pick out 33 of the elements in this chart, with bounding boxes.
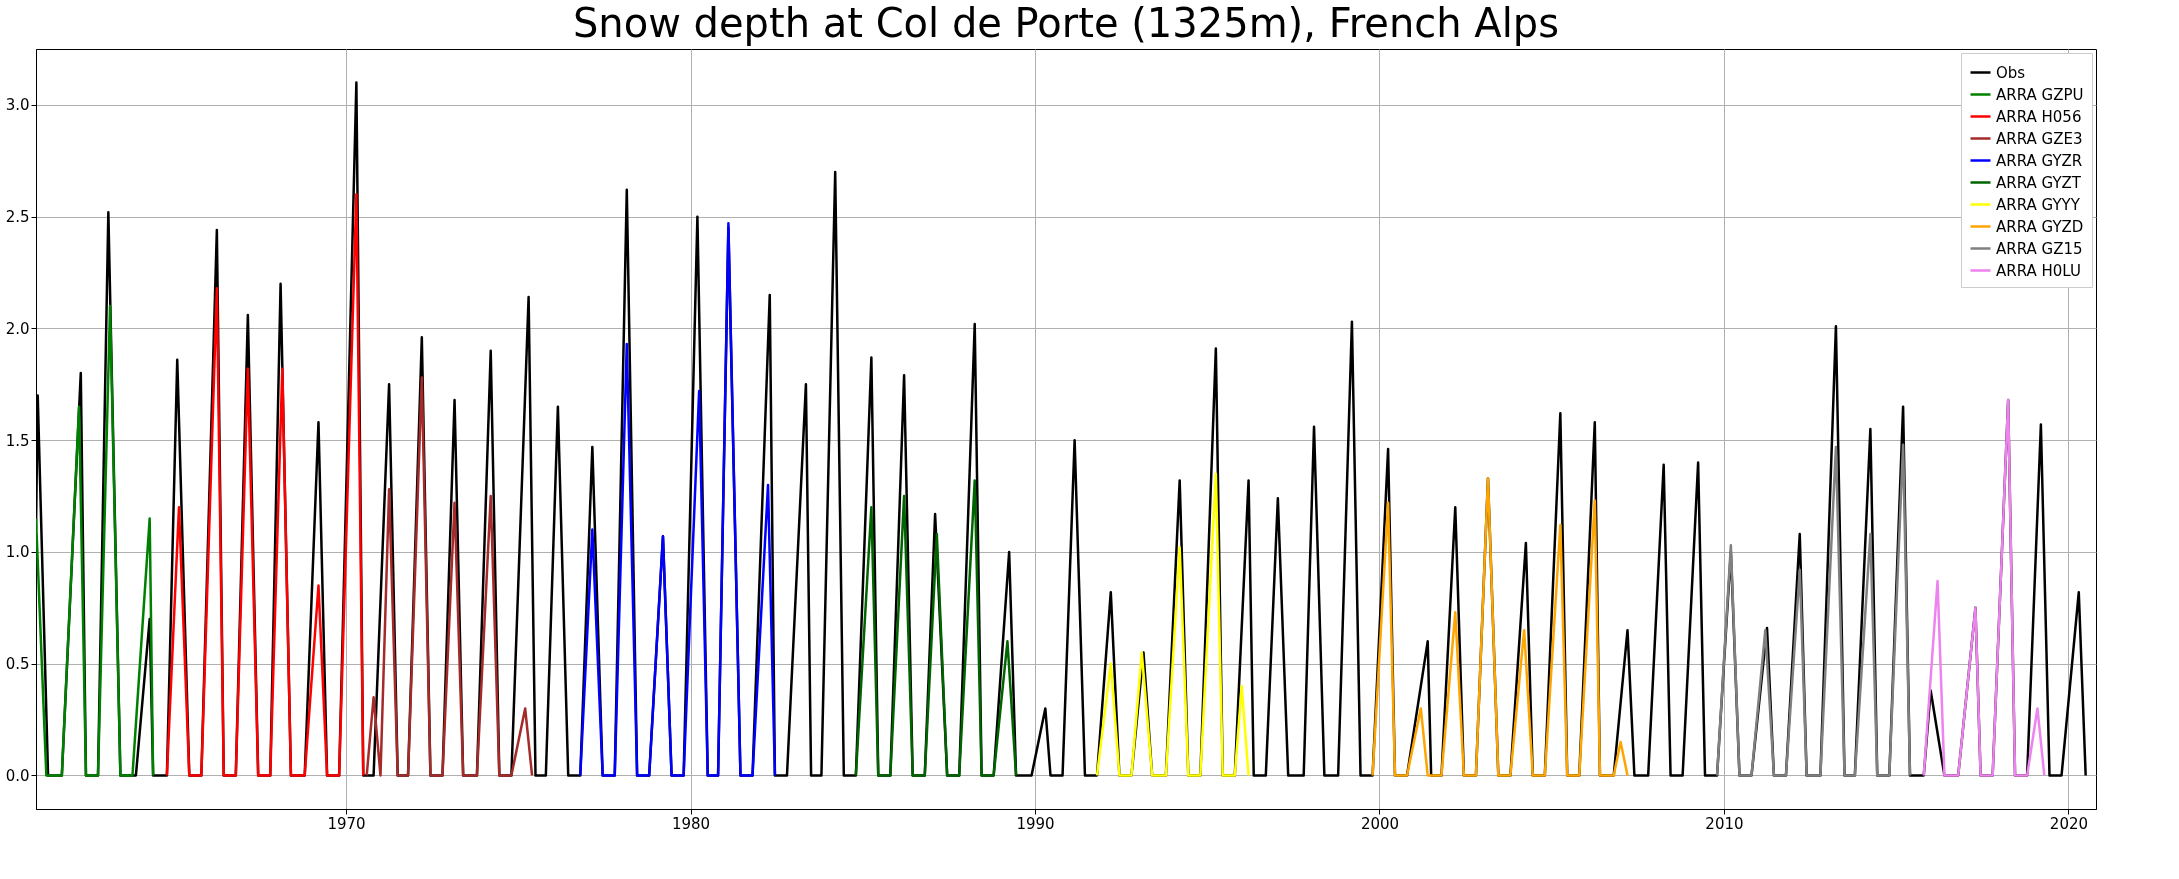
line-series xyxy=(1371,476,1629,777)
x-tick-label: 2020 xyxy=(2049,814,2089,833)
y-tick-label: 1.5 xyxy=(5,431,30,450)
x-tick-label: 2000 xyxy=(1360,814,1400,833)
y-tick-label: 0.0 xyxy=(5,766,30,785)
line-series xyxy=(365,376,534,777)
legend-label: ARRA GZ15 xyxy=(1996,239,2083,258)
x-tick-label: 2010 xyxy=(1705,814,1744,833)
line-series xyxy=(1922,398,2046,777)
line-series xyxy=(854,479,1018,777)
y-tick-label: 0.5 xyxy=(5,655,30,674)
x-tick-label: 1970 xyxy=(327,814,366,833)
line-series xyxy=(579,222,777,777)
legend-label: ARRA GYYY xyxy=(1996,195,2081,214)
legend-label: Obs xyxy=(1996,63,2026,82)
legend-label: ARRA H056 xyxy=(1996,107,2082,126)
legend-label: ARRA H0LU xyxy=(1996,261,2081,280)
x-tick-label: 1990 xyxy=(1016,814,1055,833)
legend-label: ARRA GZPU xyxy=(1996,85,2084,104)
line-series xyxy=(165,193,365,777)
line-series xyxy=(36,304,155,777)
legend-label: ARRA GYZR xyxy=(1996,151,2083,170)
x-tick-label: 1980 xyxy=(671,814,711,833)
legend-label: ARRA GYZD xyxy=(1996,217,2084,236)
chart-title: Snow depth at Col de Porte (1325m), French Alps xyxy=(572,0,1560,46)
y-tick-label: 2.0 xyxy=(5,319,30,338)
y-tick-label: 1.0 xyxy=(5,543,30,562)
y-tick-label: 2.5 xyxy=(5,208,30,227)
y-tick-label: 3.0 xyxy=(5,96,30,115)
line-series xyxy=(1095,472,1250,777)
line-series xyxy=(1715,443,1912,777)
legend-label: ARRA GZE3 xyxy=(1996,129,2083,148)
legend-label: ARRA GYZT xyxy=(1996,173,2082,192)
